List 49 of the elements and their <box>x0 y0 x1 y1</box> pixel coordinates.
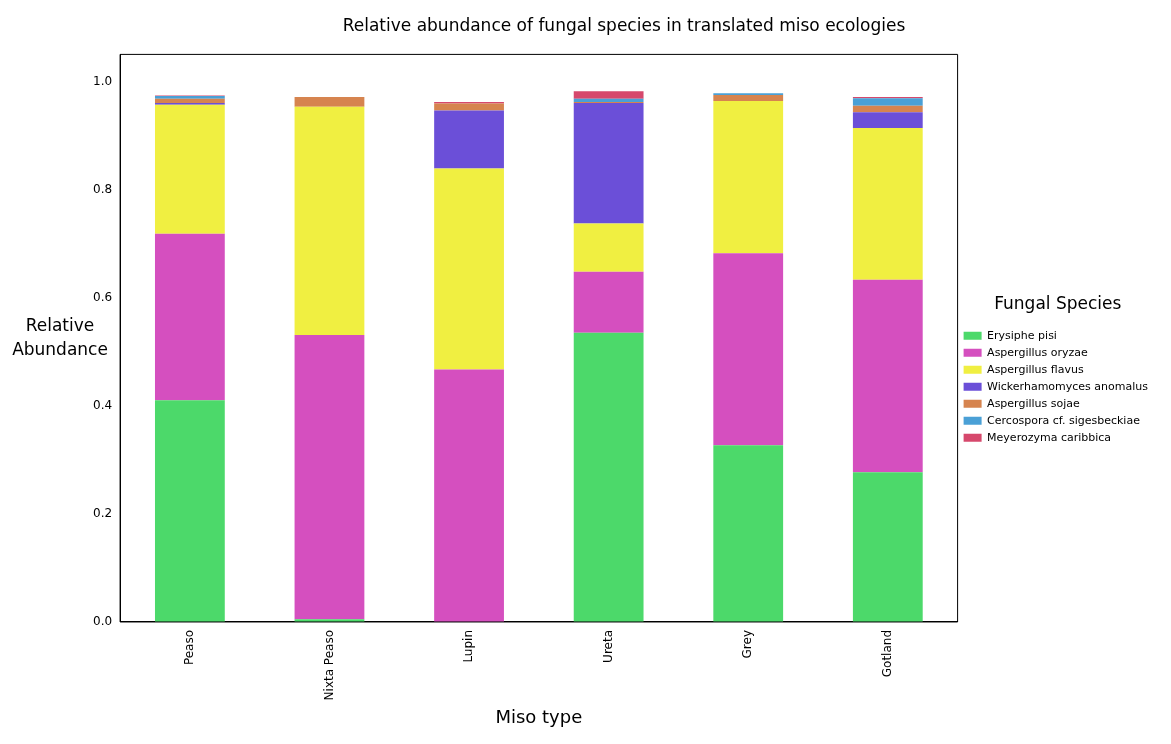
x-tick-label: Ureta <box>600 629 615 663</box>
bar <box>294 334 365 620</box>
x-tick-label: Nixta Peaso <box>321 629 336 701</box>
bar <box>852 105 923 113</box>
x-tick-label: Peaso <box>182 629 196 666</box>
bar <box>713 94 784 101</box>
legend-label: Aspergillus sojae <box>987 396 1081 410</box>
legend-label: Aspergillus flavus <box>987 362 1084 376</box>
bar <box>713 253 784 446</box>
y-tick-label: 1.0 <box>92 73 113 88</box>
bar <box>852 127 923 280</box>
y-tick-label: 0.4 <box>92 397 113 412</box>
bar <box>573 271 644 333</box>
bar <box>434 369 504 622</box>
bar <box>852 279 923 473</box>
bar <box>434 168 504 370</box>
legend-label: Aspergillus oryzae <box>987 345 1089 359</box>
bar <box>434 110 504 169</box>
x-axis-title: Miso type <box>495 705 583 727</box>
chart-title: Relative abundance of fungal species in translated miso ecologies <box>342 14 906 35</box>
bar <box>294 97 365 107</box>
x-tick-label: Grey <box>740 629 755 659</box>
y-tick-label: 0.2 <box>92 505 113 520</box>
bar <box>852 112 923 128</box>
legend-title: Fungal Species <box>994 292 1122 313</box>
bar <box>713 100 784 254</box>
bar <box>154 104 225 234</box>
bar <box>154 233 225 401</box>
bar <box>573 223 644 272</box>
bar <box>573 332 644 622</box>
bar <box>154 98 225 104</box>
legend-label: Wickerhamomyces anomalus <box>987 379 1149 393</box>
bar <box>852 98 923 106</box>
bar <box>294 106 365 335</box>
bar <box>713 445 784 622</box>
y-tick-label: 0.0 <box>92 614 113 629</box>
y-tick-label: 0.6 <box>92 289 113 304</box>
x-tick-label: Gotland <box>879 629 894 678</box>
legend-label: Erysiphe pisi <box>987 328 1057 342</box>
y-axis-title: Relative Abundance <box>12 314 108 359</box>
bar <box>154 400 225 622</box>
legend-label: Meyerozyma caribbica <box>987 430 1112 444</box>
legend-label: Cercospora cf. sigesbeckiae <box>987 413 1141 427</box>
bar <box>573 91 644 99</box>
y-tick-label: 0.8 <box>92 181 113 196</box>
bar <box>852 472 923 622</box>
x-tick-label: Lupin <box>461 629 476 663</box>
bar <box>434 103 504 111</box>
bar <box>573 103 644 224</box>
